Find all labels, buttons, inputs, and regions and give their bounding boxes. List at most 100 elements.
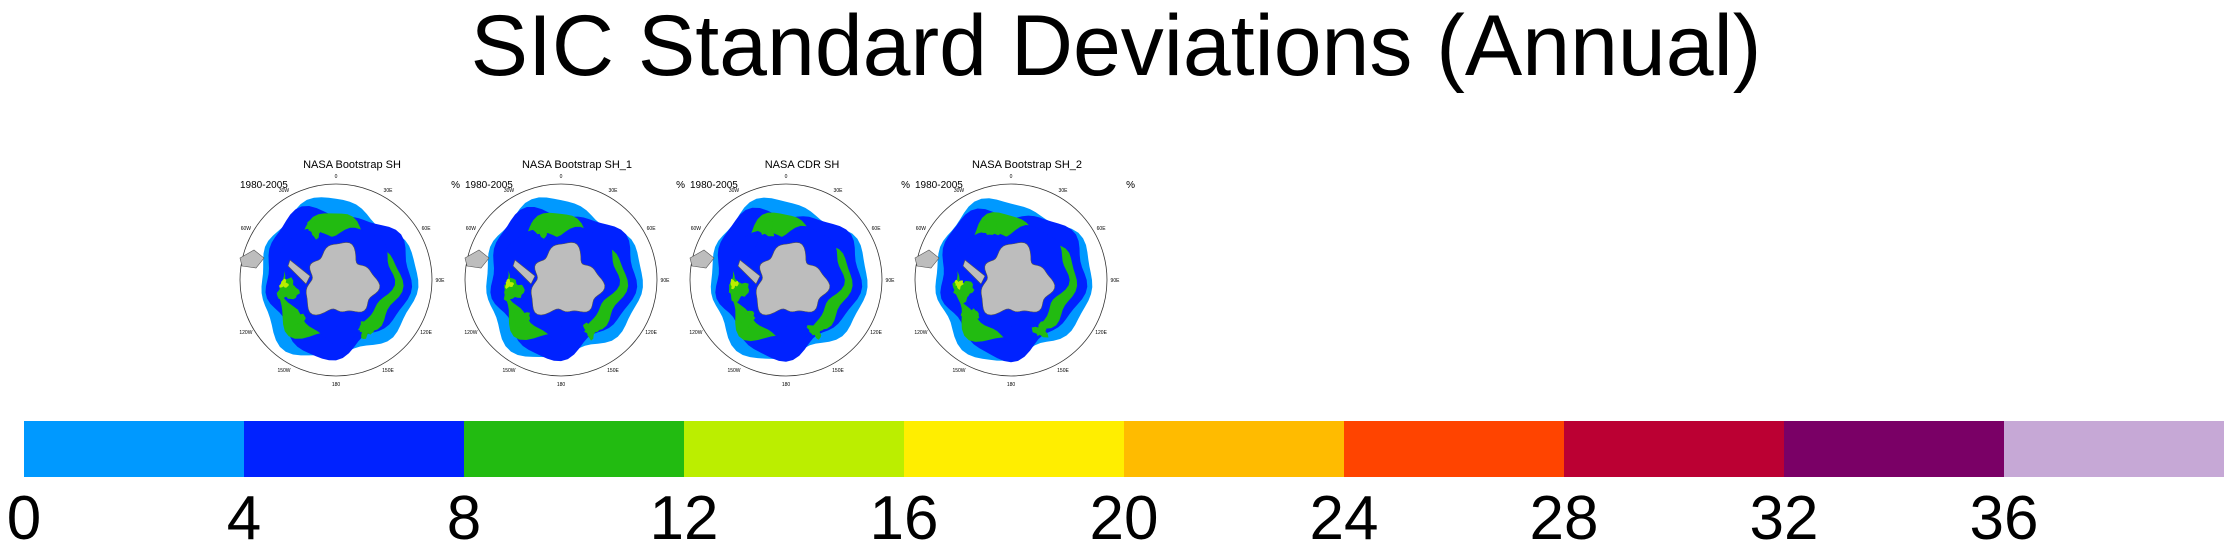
sea-ice-patch: [960, 308, 980, 329]
longitude-label: 30E: [609, 188, 619, 194]
longitude-label: 150E: [832, 368, 844, 374]
polar-map: 030E60E90E120E150E180150W120W90W60W30W: [239, 174, 446, 388]
longitude-label: 30W: [504, 188, 515, 194]
sea-ice-patch: [755, 218, 775, 237]
colorbar-tick-label: 28: [1529, 484, 1599, 553]
polar-map: 030E60E90E120E150E180150W120W90W60W30W: [464, 174, 671, 388]
longitude-label: 150W: [502, 368, 515, 374]
colorbar-tick-label: 12: [649, 484, 719, 553]
longitude-label: 60W: [241, 226, 252, 232]
longitude-label: 60E: [647, 226, 657, 232]
map-panel: NASA CDR SH 1980-2005% 0 30E 60E 90E 120E 150E 1…: [688, 158, 916, 390]
longitude-label: 60E: [872, 226, 882, 232]
longitude-label: 120W: [239, 330, 252, 336]
south-america-tip: [914, 249, 940, 269]
longitude-label: 90E: [661, 278, 671, 284]
longitude-label: 0: [1010, 174, 1013, 180]
longitude-label: 120W: [914, 330, 927, 336]
south-america-tip: [689, 249, 715, 269]
longitude-label: 150W: [952, 368, 965, 374]
colorbar-segment: [1564, 421, 1784, 477]
longitude-label: 0: [560, 174, 563, 180]
panel-units: %: [451, 180, 460, 191]
colorbar-segment: [24, 421, 244, 477]
longitude-label: 90E: [436, 278, 446, 284]
sea-ice-patch: [980, 218, 1001, 236]
longitude-label: 180: [1007, 382, 1016, 388]
longitude-label: 30E: [834, 188, 844, 194]
longitude-label: 120W: [464, 330, 477, 336]
sea-ice-patch: [1031, 321, 1049, 338]
colorbar-tick-label: 8: [446, 484, 482, 553]
polar-map: 030E60E90E120E150E180150W120W90W60W30W: [914, 174, 1121, 388]
colorbar-tick-label: 0: [6, 484, 42, 553]
sea-ice-patch: [530, 218, 550, 239]
sea-ice-patch: [288, 307, 306, 328]
longitude-label: 120E: [645, 330, 657, 336]
longitude-label: 120E: [1095, 330, 1107, 336]
colorbar-segment: [2004, 421, 2224, 477]
antarctica-land: [755, 242, 831, 316]
panel-title: NASA Bootstrap SH_1: [521, 159, 633, 171]
sea-ice-patch: [307, 219, 326, 240]
sea-ice-patch: [730, 278, 739, 290]
longitude-label: 150W: [727, 368, 740, 374]
longitude-label: 60W: [466, 226, 477, 232]
colorbar: [24, 421, 2224, 477]
antarctica-land: [980, 242, 1056, 316]
longitude-label: 90E: [1111, 278, 1121, 284]
panel-units: %: [676, 180, 685, 191]
polar-map: 030E60E90E120E150E180150W120W90W60W30W: [689, 174, 896, 388]
longitude-label: 60W: [691, 226, 702, 232]
longitude-label: 120W: [689, 330, 702, 336]
map-panel: NASA Bootstrap SH_1 1980-2005% 0 30E 60E 90E 1…: [463, 158, 691, 390]
sea-ice-patch: [505, 278, 515, 289]
antarctic-peninsula: [287, 259, 311, 285]
sea-ice-patch: [513, 308, 531, 328]
longitude-label: 120E: [870, 330, 882, 336]
longitude-label: 30W: [279, 188, 290, 194]
colorbar-segment: [904, 421, 1124, 477]
longitude-label: 180: [332, 382, 341, 388]
longitude-label: 60E: [1097, 226, 1107, 232]
panel-period: 1980-2005: [240, 180, 288, 191]
colorbar-segment: [1344, 421, 1564, 477]
colorbar-segment: [1124, 421, 1344, 477]
sea-ice-patch: [954, 279, 964, 290]
longitude-label: 150W: [277, 368, 290, 374]
south-america-tip: [239, 249, 265, 269]
longitude-label: 30W: [729, 188, 740, 194]
sea-ice-patch: [279, 278, 289, 288]
panel-units: %: [1126, 180, 1135, 191]
longitude-label: 30E: [384, 188, 394, 194]
panel-units: %: [901, 180, 910, 191]
antarctic-peninsula: [737, 259, 761, 285]
colorbar-tick-label: 24: [1309, 484, 1379, 553]
colorbar-tick-label: 4: [226, 484, 262, 553]
south-america-tip: [464, 249, 490, 269]
longitude-label: 60W: [916, 226, 927, 232]
longitude-label: 30E: [1059, 188, 1069, 194]
longitude-label: 180: [557, 382, 566, 388]
longitude-label: 120E: [420, 330, 432, 336]
figure-title: SIC Standard Deviations (Annual): [470, 0, 1762, 94]
longitude-label: 0: [335, 174, 338, 180]
longitude-label: 30W: [954, 188, 965, 194]
colorbar-segment: [244, 421, 464, 477]
longitude-label: 150E: [382, 368, 394, 374]
panel-period: 1980-2005: [915, 180, 963, 191]
longitude-label: 90E: [886, 278, 896, 284]
antarctic-peninsula: [512, 259, 536, 285]
longitude-label: 60E: [422, 226, 432, 232]
map-panel: NASA Bootstrap SH_2 1980-2005% 0 30E 60E 90E 1…: [913, 158, 1141, 390]
panel-period: 1980-2005: [465, 180, 513, 191]
sea-ice-patch: [359, 321, 375, 339]
antarctica-land: [530, 242, 606, 316]
colorbar-tick-label: 36: [1969, 484, 2039, 553]
panel-title: NASA Bootstrap SH_2: [971, 159, 1083, 171]
antarctic-peninsula: [962, 259, 986, 285]
colorbar-segment: [464, 421, 684, 477]
panel-title: NASA Bootstrap SH: [303, 159, 401, 171]
longitude-label: 150E: [1057, 368, 1069, 374]
sea-ice-patch: [737, 309, 756, 330]
